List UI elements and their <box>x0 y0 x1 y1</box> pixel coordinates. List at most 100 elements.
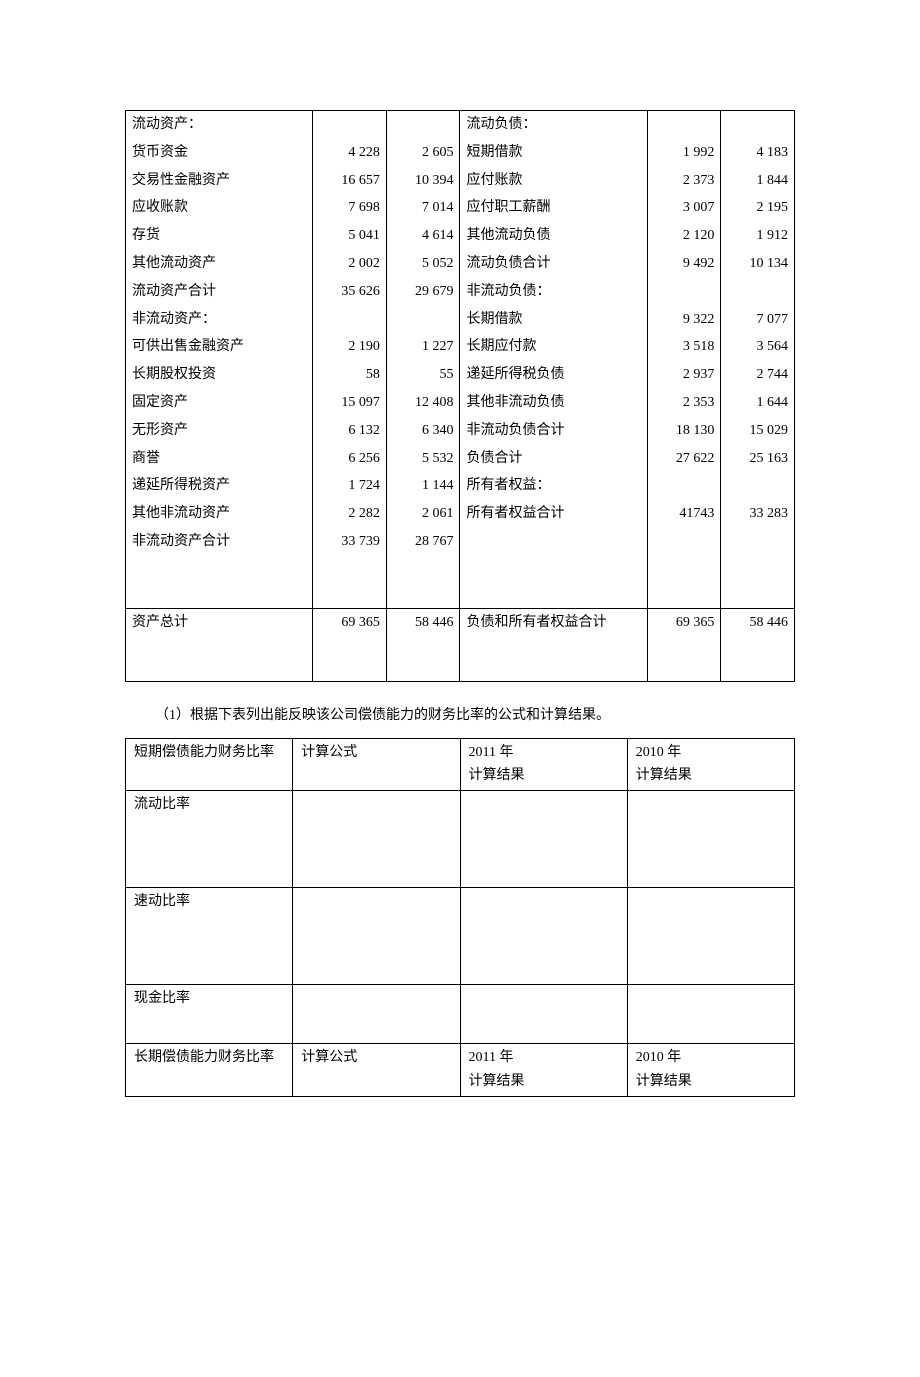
balance-cell: 15 097 <box>313 389 387 417</box>
balance-cell: 递延所得税负债 <box>460 361 647 389</box>
balance-total-cell: 69 365 <box>313 608 387 636</box>
balance-cell: 1 844 <box>721 167 795 195</box>
balance-cell <box>721 528 795 556</box>
ratio-header-cell: 2011 年计算结果 <box>460 1044 627 1097</box>
balance-cell <box>313 306 387 334</box>
balance-total-cell: 58 446 <box>386 608 460 636</box>
ratio-cell <box>293 888 460 985</box>
balance-cell: 流动负债合计 <box>460 250 647 278</box>
balance-cell: 2 744 <box>721 361 795 389</box>
balance-cell: 1 724 <box>313 472 387 500</box>
balance-cell: 2 605 <box>386 139 460 167</box>
balance-cell: 33 739 <box>313 528 387 556</box>
balance-cell: 6 132 <box>313 417 387 445</box>
balance-cell: 可供出售金融资产 <box>126 333 313 361</box>
balance-cell: 9 322 <box>647 306 721 334</box>
balance-cell <box>460 528 647 556</box>
ratio-cell <box>627 888 794 985</box>
balance-cell: 其他非流动资产 <box>126 500 313 528</box>
balance-cell: 27 622 <box>647 445 721 473</box>
ratio-table: 短期偿债能力财务比率计算公式2011 年计算结果2010 年计算结果流动比率速动… <box>125 738 795 1097</box>
balance-cell: 28 767 <box>386 528 460 556</box>
ratio-header-cell: 计算公式 <box>293 738 460 791</box>
ratio-cell <box>460 888 627 985</box>
balance-cell: 12 408 <box>386 389 460 417</box>
balance-cell: 1 644 <box>721 389 795 417</box>
balance-cell: 所有者权益合计 <box>460 500 647 528</box>
balance-cell: 长期借款 <box>460 306 647 334</box>
balance-cell: 固定资产 <box>126 389 313 417</box>
balance-cell: 应付账款 <box>460 167 647 195</box>
balance-cell: 流动资产合计 <box>126 278 313 306</box>
balance-cell: 3 564 <box>721 333 795 361</box>
balance-cell: 15 029 <box>721 417 795 445</box>
balance-cell <box>647 111 721 139</box>
balance-cell: 2 353 <box>647 389 721 417</box>
balance-cell: 存货 <box>126 222 313 250</box>
balance-cell: 应收账款 <box>126 194 313 222</box>
balance-cell: 9 492 <box>647 250 721 278</box>
balance-cell: 5 532 <box>386 445 460 473</box>
balance-total-cell: 58 446 <box>721 608 795 636</box>
ratio-header-cell: 2010 年计算结果 <box>627 1044 794 1097</box>
balance-cell: 1 992 <box>647 139 721 167</box>
balance-total-cell: 负债和所有者权益合计 <box>460 608 647 636</box>
balance-cell <box>721 111 795 139</box>
balance-cell <box>386 306 460 334</box>
balance-cell: 35 626 <box>313 278 387 306</box>
balance-sheet-table: 流动资产：流动负债：货币资金4 2282 605短期借款1 9924 183交易… <box>125 110 795 682</box>
balance-cell <box>313 111 387 139</box>
balance-cell: 负债合计 <box>460 445 647 473</box>
ratio-header-cell: 短期偿债能力财务比率 <box>126 738 293 791</box>
balance-cell: 应付职工薪酬 <box>460 194 647 222</box>
balance-cell: 2 937 <box>647 361 721 389</box>
balance-cell: 25 163 <box>721 445 795 473</box>
balance-cell: 无形资产 <box>126 417 313 445</box>
balance-cell: 2 195 <box>721 194 795 222</box>
balance-total-cell: 资产总计 <box>126 608 313 636</box>
balance-cell: 4 614 <box>386 222 460 250</box>
balance-cell: 其他流动资产 <box>126 250 313 278</box>
balance-cell: 10 394 <box>386 167 460 195</box>
balance-cell: 非流动负债： <box>460 278 647 306</box>
balance-cell: 7 014 <box>386 194 460 222</box>
balance-cell: 非流动负债合计 <box>460 417 647 445</box>
ratio-cell <box>627 985 794 1044</box>
balance-cell: 1 912 <box>721 222 795 250</box>
balance-cell: 长期应付款 <box>460 333 647 361</box>
balance-cell: 18 130 <box>647 417 721 445</box>
balance-cell: 4 228 <box>313 139 387 167</box>
ratio-cell <box>627 791 794 888</box>
balance-cell: 41743 <box>647 500 721 528</box>
balance-cell <box>647 472 721 500</box>
ratio-cell <box>460 791 627 888</box>
balance-cell: 33 283 <box>721 500 795 528</box>
balance-cell: 所有者权益： <box>460 472 647 500</box>
balance-cell <box>647 278 721 306</box>
balance-cell: 2 373 <box>647 167 721 195</box>
balance-cell: 其他流动负债 <box>460 222 647 250</box>
balance-cell: 2 282 <box>313 500 387 528</box>
balance-cell: 55 <box>386 361 460 389</box>
balance-cell: 2 190 <box>313 333 387 361</box>
balance-cell: 递延所得税资产 <box>126 472 313 500</box>
ratio-cell <box>460 985 627 1044</box>
balance-cell: 货币资金 <box>126 139 313 167</box>
ratio-row-label: 流动比率 <box>126 791 293 888</box>
ratio-header-cell: 2011 年计算结果 <box>460 738 627 791</box>
balance-cell: 商誉 <box>126 445 313 473</box>
balance-cell: 6 256 <box>313 445 387 473</box>
ratio-cell <box>293 791 460 888</box>
ratio-header-cell: 长期偿债能力财务比率 <box>126 1044 293 1097</box>
balance-cell: 29 679 <box>386 278 460 306</box>
balance-cell: 非流动资产： <box>126 306 313 334</box>
ratio-header-cell: 计算公式 <box>293 1044 460 1097</box>
balance-cell: 16 657 <box>313 167 387 195</box>
balance-cell <box>721 472 795 500</box>
balance-cell: 2 120 <box>647 222 721 250</box>
balance-cell: 5 041 <box>313 222 387 250</box>
balance-cell: 1 227 <box>386 333 460 361</box>
balance-cell: 1 144 <box>386 472 460 500</box>
balance-cell: 3 518 <box>647 333 721 361</box>
balance-cell: 短期借款 <box>460 139 647 167</box>
